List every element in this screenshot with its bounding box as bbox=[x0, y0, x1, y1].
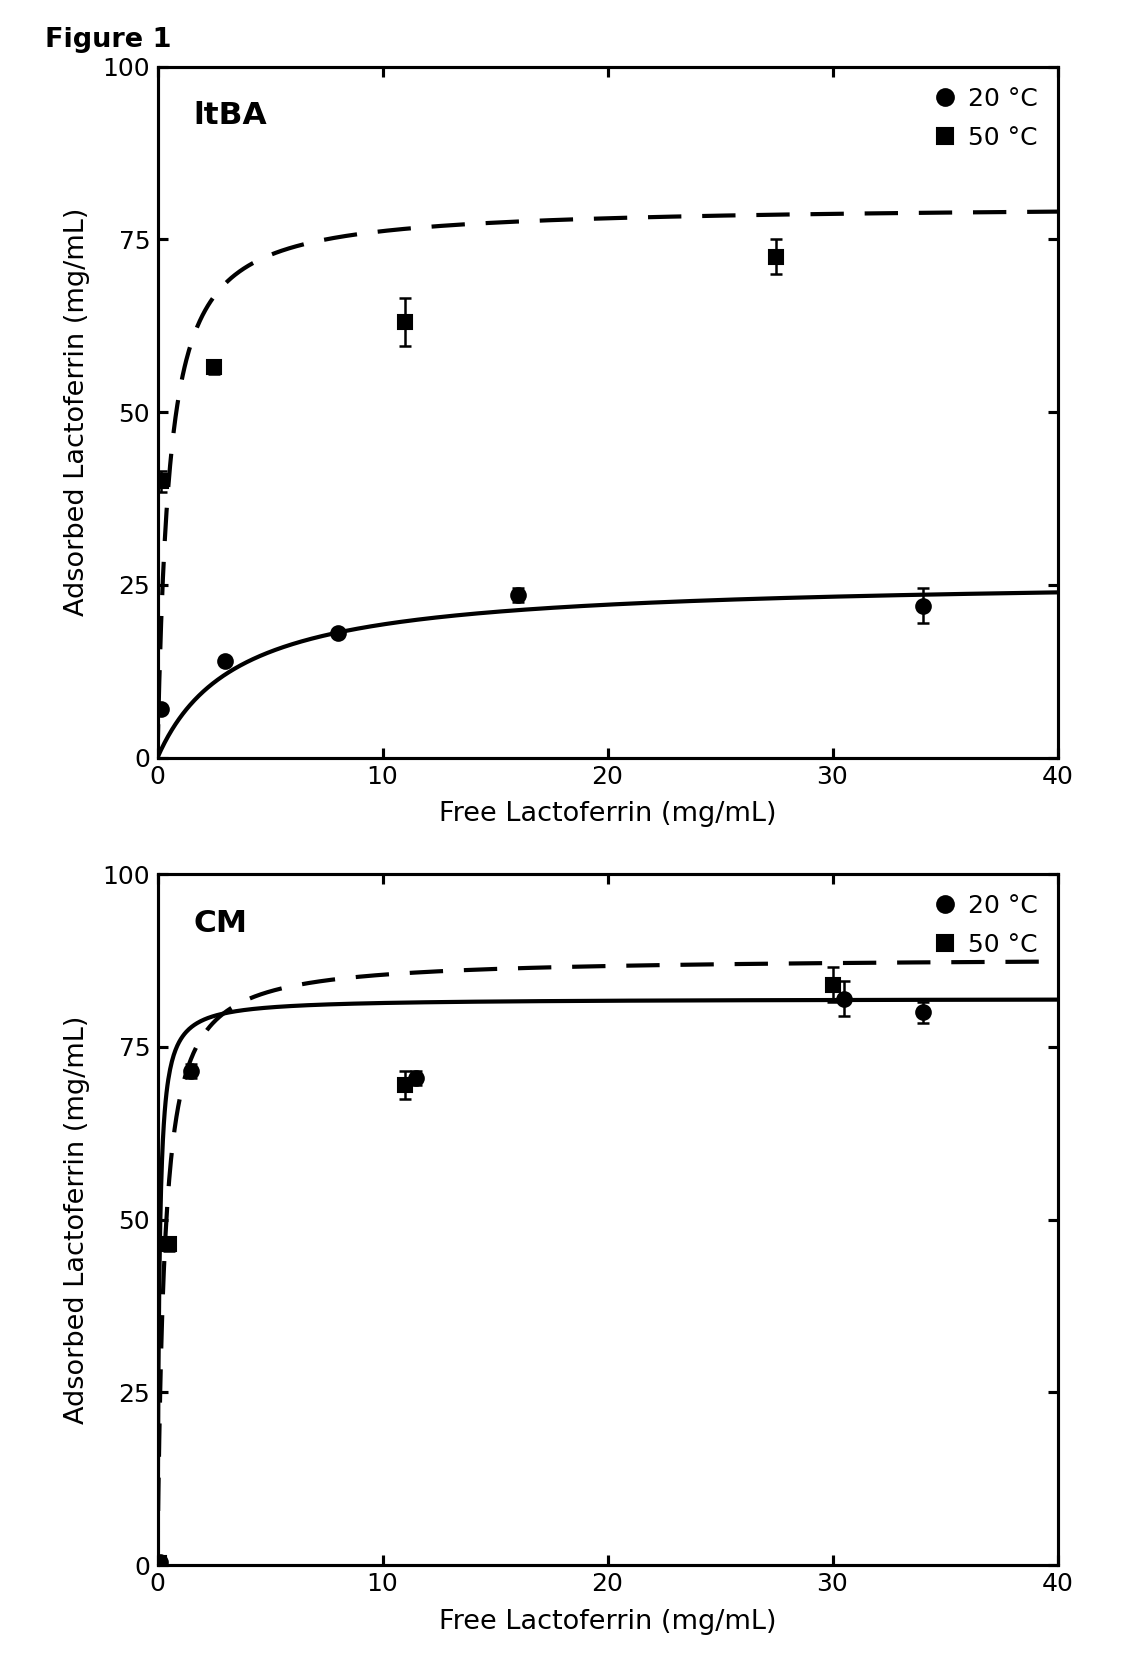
Y-axis label: Adsorbed Lactoferrin (mg/mL): Adsorbed Lactoferrin (mg/mL) bbox=[64, 1016, 90, 1424]
X-axis label: Free Lactoferrin (mg/mL): Free Lactoferrin (mg/mL) bbox=[439, 1608, 776, 1635]
Text: CM: CM bbox=[193, 909, 248, 937]
Text: Figure 1: Figure 1 bbox=[45, 27, 171, 53]
Legend: 20 °C, 50 °C: 20 °C, 50 °C bbox=[928, 887, 1045, 964]
Text: ltBA: ltBA bbox=[193, 102, 267, 130]
Y-axis label: Adsorbed Lactoferrin (mg/mL): Adsorbed Lactoferrin (mg/mL) bbox=[64, 208, 90, 616]
Legend: 20 °C, 50 °C: 20 °C, 50 °C bbox=[928, 80, 1045, 157]
X-axis label: Free Lactoferrin (mg/mL): Free Lactoferrin (mg/mL) bbox=[439, 801, 776, 828]
